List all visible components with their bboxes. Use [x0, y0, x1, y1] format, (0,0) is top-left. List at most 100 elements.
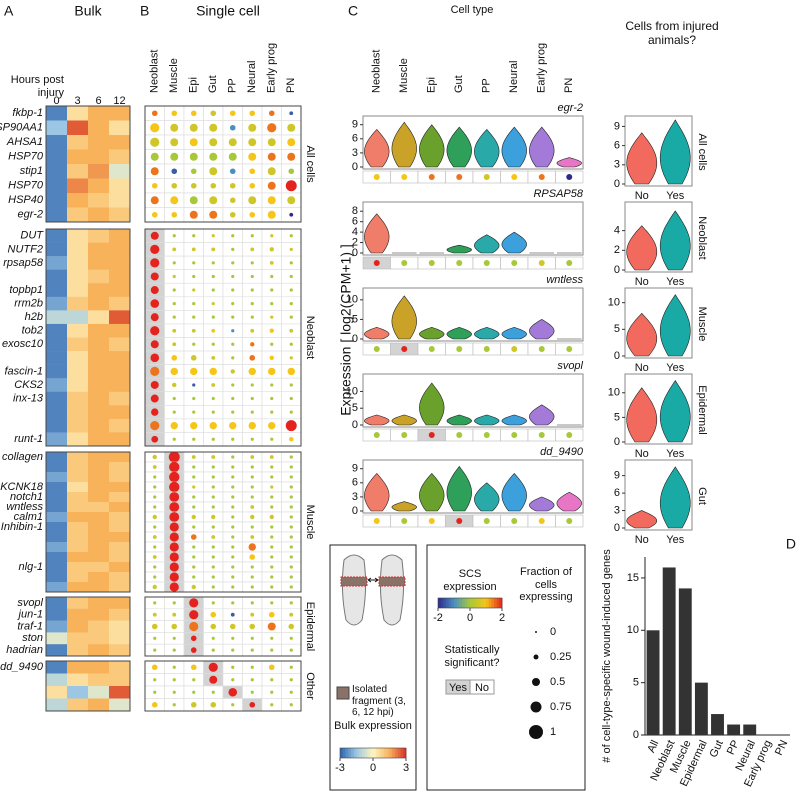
scs-colorbar [488, 598, 492, 608]
dot [250, 475, 254, 479]
dot [192, 545, 196, 549]
dot [270, 495, 274, 499]
section-label: All cells [304, 145, 316, 183]
dot [566, 346, 573, 352]
y-tick-label: 8 [352, 205, 358, 217]
dot [169, 502, 180, 512]
dot [250, 690, 254, 694]
heatmap-cell [109, 337, 131, 352]
dot [289, 515, 293, 519]
dot [189, 138, 198, 147]
violin [474, 234, 500, 254]
heatmap-cell [109, 582, 131, 593]
dot [231, 565, 235, 569]
heatmap-cell [109, 405, 131, 420]
dot [250, 648, 254, 652]
scs-colorbar [480, 598, 484, 608]
gene-label: HSP90AA1 [0, 122, 43, 134]
dot [250, 247, 255, 252]
dot [172, 274, 176, 279]
dot [172, 315, 176, 319]
dot [401, 432, 408, 438]
gene-label: fascin-1 [4, 365, 43, 377]
dot [231, 396, 235, 401]
scs-colorbar [462, 598, 466, 608]
scs-colorbar [470, 598, 474, 608]
dot [169, 522, 179, 532]
heatmap-cell [46, 178, 68, 194]
heatmap-column-label: 0 [53, 95, 59, 107]
panel-frame [624, 201, 693, 273]
panel-frame [362, 115, 584, 170]
heatmap-cell [67, 698, 89, 712]
panel-header: Cells from injured animals? [625, 19, 719, 47]
dot [151, 435, 159, 443]
gene-label: rrm2b [14, 298, 43, 310]
panel-label: D [786, 536, 796, 552]
heatmap-cell [88, 492, 110, 503]
dot [169, 582, 179, 592]
dot [150, 366, 160, 377]
heatmap-cell [67, 452, 89, 463]
violin [529, 496, 555, 512]
dot [189, 210, 198, 219]
dot [289, 328, 294, 333]
bulk-colorbar [373, 748, 377, 758]
dot [289, 575, 293, 579]
dot [189, 152, 198, 161]
dot [249, 110, 256, 117]
heatmap-cell [109, 512, 131, 523]
heatmap-cell [46, 552, 68, 563]
dot [190, 664, 197, 671]
heatmap-cell [46, 229, 68, 243]
bulk-colorbar [364, 748, 368, 758]
violin [474, 326, 500, 340]
dot [231, 234, 235, 238]
heatmap-cell [88, 120, 110, 136]
heatmap-cell [46, 597, 68, 610]
y-tick-label: 0 [352, 247, 358, 259]
heatmap-cell [109, 608, 131, 621]
dot [270, 555, 274, 559]
dot [210, 182, 217, 189]
dot [250, 601, 254, 605]
dot [270, 565, 274, 569]
heatmap-cell [67, 632, 89, 645]
dot [192, 274, 196, 279]
dot [192, 678, 196, 682]
scs-colorbar [496, 598, 500, 608]
dot [250, 234, 254, 238]
dot [248, 367, 256, 376]
dot [269, 455, 274, 459]
dot [210, 110, 217, 117]
heatmap-cell [67, 462, 89, 473]
dot [190, 110, 197, 117]
dot [211, 505, 215, 509]
y-tick-label: 5 [352, 313, 358, 325]
heatmap-cell [46, 562, 68, 573]
dot [192, 505, 196, 509]
dot [191, 247, 196, 252]
heatmap-cell [88, 296, 110, 311]
scs-colorbar [494, 598, 498, 608]
heatmap-cell [46, 452, 68, 463]
heatmap-cell [109, 106, 131, 121]
dot [373, 260, 380, 266]
bulk-colorbar [397, 748, 401, 758]
dot [153, 601, 157, 605]
scs-colorbar [459, 598, 463, 608]
dot [169, 512, 180, 522]
dot [250, 396, 254, 401]
section-frame [45, 451, 131, 593]
heatmap-cell [109, 532, 131, 543]
dot [287, 138, 296, 147]
heatmap-cell [88, 462, 110, 473]
dot [172, 328, 177, 333]
scs-colorbar [464, 598, 468, 608]
dot [209, 123, 218, 132]
dot [231, 261, 235, 265]
heatmap-cell [46, 149, 68, 165]
gene-label: jun-1 [17, 609, 43, 621]
dot [250, 465, 254, 469]
